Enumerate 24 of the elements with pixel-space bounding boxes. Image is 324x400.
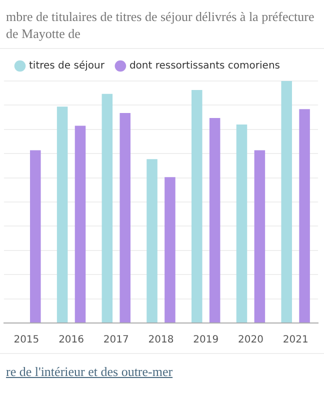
x-tick-label: 2016 bbox=[58, 334, 84, 346]
x-tick-label: 2019 bbox=[193, 334, 219, 346]
bar bbox=[74, 126, 86, 322]
bar bbox=[102, 94, 113, 322]
x-tick-label: 2015 bbox=[14, 334, 40, 346]
x-tick-label: 2020 bbox=[238, 334, 264, 346]
bar bbox=[299, 109, 310, 322]
bar bbox=[236, 124, 248, 322]
x-tick-label: 2017 bbox=[103, 334, 129, 346]
bar bbox=[146, 159, 158, 322]
bar bbox=[164, 177, 176, 322]
x-tick-label: 2021 bbox=[282, 334, 308, 346]
bar bbox=[56, 106, 68, 322]
bar bbox=[30, 150, 41, 322]
bar bbox=[192, 90, 202, 322]
bar bbox=[209, 118, 220, 322]
chart-title: mbre de titulaires de titres de séjour délivrés à la préfecture de Mayotte de bbox=[0, 0, 324, 49]
bar bbox=[120, 112, 130, 322]
bar bbox=[254, 150, 266, 322]
x-tick-label: 2018 bbox=[148, 334, 174, 346]
legend-label: titres de séjour bbox=[29, 60, 106, 72]
text: re de l'intérieur et des outre-mer bbox=[0, 353, 324, 390]
bar bbox=[281, 81, 292, 322]
legend-label: dont ressortissants comoriens bbox=[129, 60, 280, 72]
